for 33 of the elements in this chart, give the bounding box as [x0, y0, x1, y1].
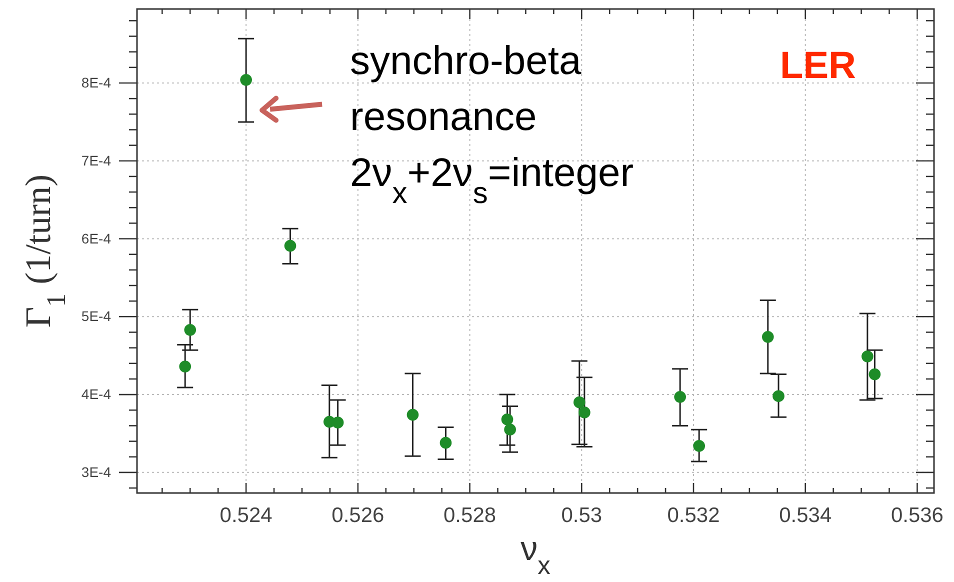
point: [862, 350, 874, 362]
point: [284, 240, 296, 252]
point: [179, 360, 192, 372]
y-tick-label: 6E-4: [81, 230, 112, 246]
x-tick-label: 0.534: [779, 504, 832, 527]
point: [406, 408, 419, 421]
point: [573, 396, 586, 408]
point: [501, 414, 514, 426]
y-tick-label: 5E-4: [81, 308, 112, 324]
x-tick-label: 0.526: [332, 504, 384, 527]
x-tick-label: 0.532: [667, 504, 720, 527]
point: [772, 390, 784, 402]
point: [332, 416, 344, 428]
point: [868, 368, 881, 380]
y-tick-label: 4E-4: [81, 386, 112, 402]
point: [693, 440, 706, 452]
x-tick-label: 0.528: [444, 504, 496, 527]
point: [578, 406, 590, 418]
point: [240, 74, 252, 86]
y-tick-label: 7E-4: [81, 152, 112, 168]
point: [504, 424, 516, 436]
y-tick-label: 8E-4: [81, 74, 112, 90]
point: [184, 324, 196, 336]
annotation: synchro-beta resonance 2ν$_{x}$+2ν$_{s}$=integer: [350, 39, 634, 210]
y-tick-label: 3E-4: [81, 464, 112, 480]
point: [674, 390, 686, 403]
point: [440, 436, 452, 449]
x-tick-label: 0.536: [890, 504, 944, 527]
x-tick-label: 0.53: [561, 504, 602, 527]
x-axis-title: ν$_{x}$: [520, 530, 551, 580]
x-tick-label: 0.524: [220, 504, 273, 527]
point: [762, 331, 774, 343]
annotation: LER: [780, 45, 856, 87]
